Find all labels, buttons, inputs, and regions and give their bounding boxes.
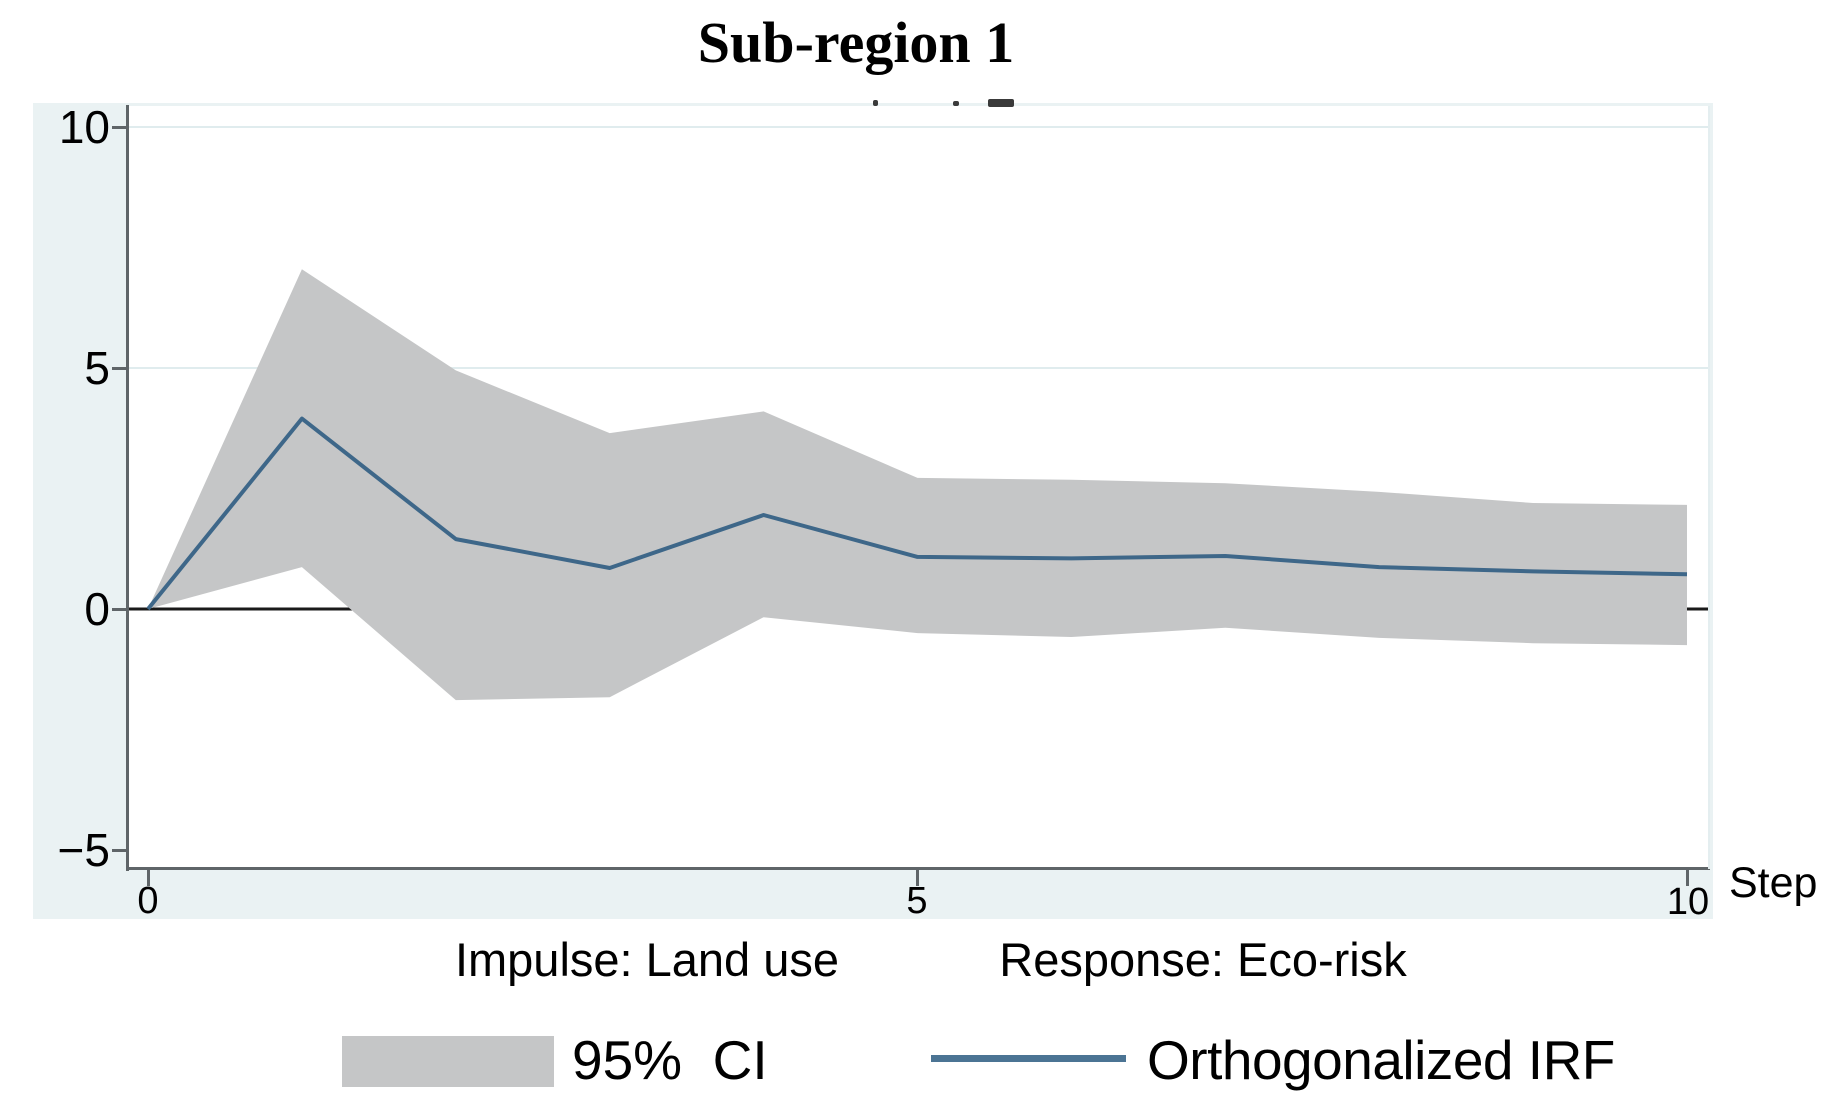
x-tick-label-0: 0 <box>137 880 159 922</box>
irf-line <box>146 416 1688 611</box>
x-tick-10 <box>1686 870 1689 886</box>
cropped-text-artifact <box>873 100 878 106</box>
y-tick-label-10: 10 <box>58 101 110 153</box>
legend-ci-swatch <box>342 1036 554 1087</box>
x-tick-0 <box>147 870 150 886</box>
y-tick-0 <box>112 608 128 611</box>
y-tick-label-5: 5 <box>84 342 110 394</box>
plot-right-border <box>1708 106 1710 869</box>
y-tick-label-0: 0 <box>84 583 110 635</box>
x-tick-5 <box>916 870 919 886</box>
impulse-label: Impulse: Land use <box>454 933 840 986</box>
legend-ci-label: 95% CI <box>572 1029 768 1091</box>
response-label: Response: Eco-risk <box>999 933 1407 986</box>
x-axis-title: Step <box>1729 859 1818 907</box>
cropped-text-artifact <box>953 101 959 106</box>
y-tick-neg5 <box>112 849 128 852</box>
legend-irf-line-sample <box>931 1055 1126 1062</box>
cropped-text-artifact <box>988 99 1014 107</box>
chart-title: Sub-region 1 <box>697 10 1015 75</box>
irf-chart-canvas <box>128 126 1710 701</box>
x-tick-label-10: 10 <box>1666 881 1710 923</box>
ci-band <box>148 269 1687 701</box>
y-tick-10 <box>112 126 128 129</box>
x-tick-label-5: 5 <box>906 880 928 922</box>
y-axis-line <box>126 105 129 871</box>
y-tick-5 <box>112 367 128 370</box>
legend-irf-label: Orthogonalized IRF <box>1147 1029 1615 1091</box>
y-tick-label-neg5: −5 <box>57 824 110 876</box>
x-axis-line <box>126 867 1710 870</box>
